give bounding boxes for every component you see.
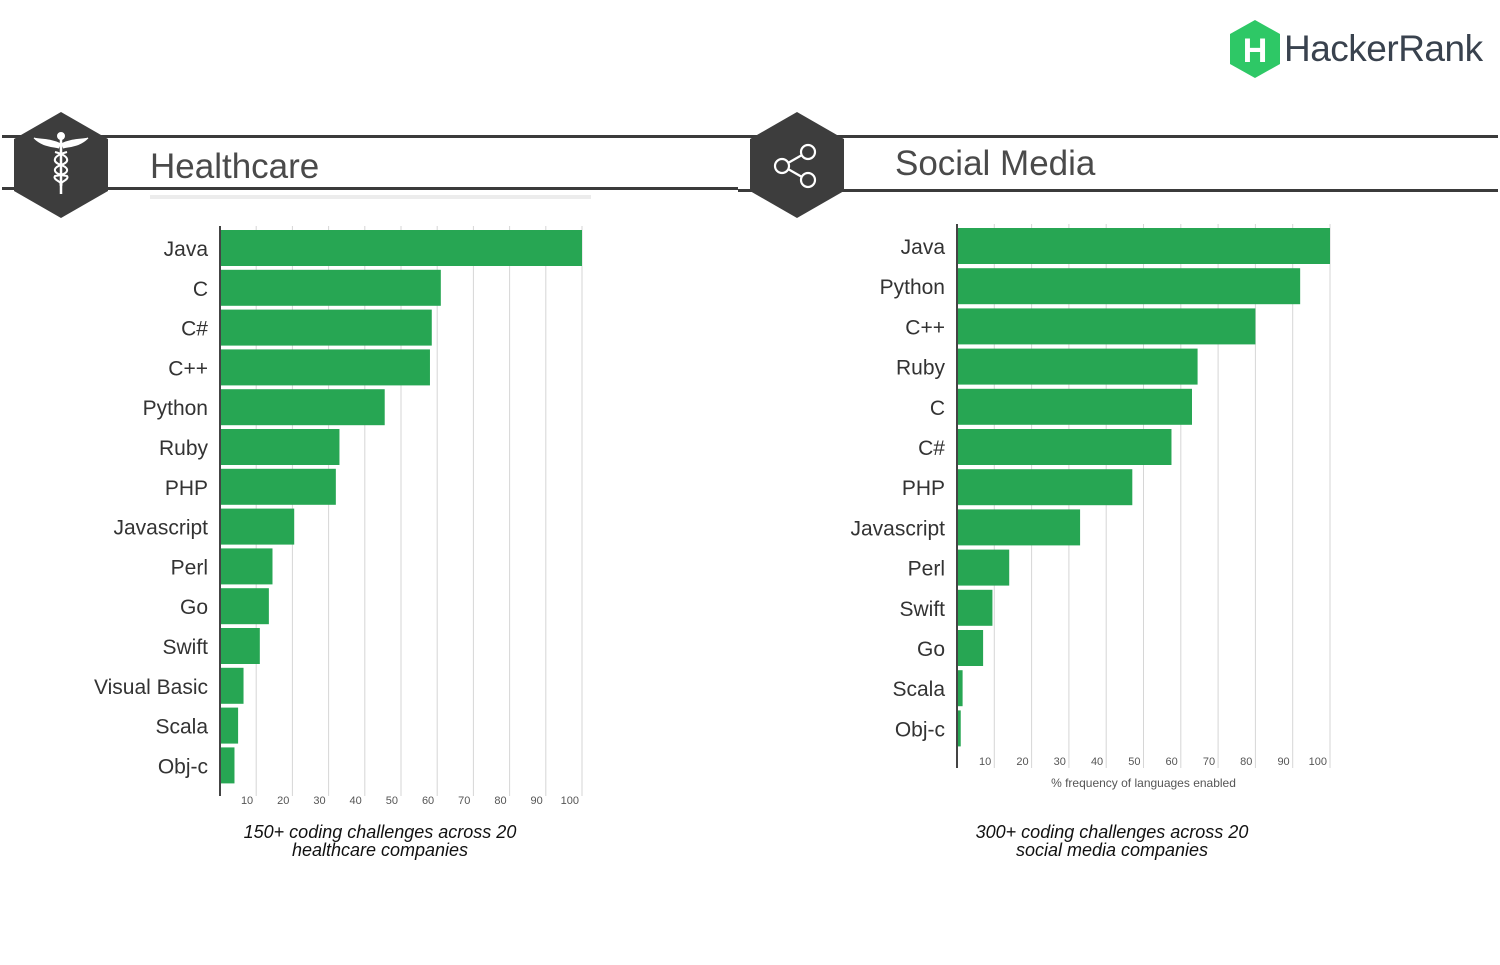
healthcare-category-label: Perl bbox=[171, 556, 208, 579]
social-media-tick-label: 60 bbox=[1166, 756, 1178, 768]
healthcare-category-label: PHP bbox=[165, 477, 208, 500]
healthcare-tick-label: 50 bbox=[386, 795, 398, 807]
healthcare-category-label: Go bbox=[180, 596, 208, 619]
healthcare-tick-label: 20 bbox=[277, 795, 289, 807]
healthcare-bar bbox=[221, 429, 340, 465]
healthcare-category-label: C bbox=[193, 278, 208, 301]
social-media-bar bbox=[958, 549, 1010, 586]
social-media-category-label: C++ bbox=[905, 316, 945, 339]
logo-letter: H bbox=[1243, 32, 1268, 70]
hackerrank-hexagon-icon bbox=[1230, 20, 1280, 78]
brand-name: HackerRank bbox=[1284, 28, 1483, 69]
healthcare-category-label: Ruby bbox=[159, 437, 209, 460]
healthcare-bar bbox=[221, 468, 336, 505]
healthcare-category-label: Scala bbox=[155, 716, 208, 739]
healthcare-tick-label: 100 bbox=[561, 795, 579, 807]
social-media-caption: 300+ coding challenges across 20 social … bbox=[932, 823, 1292, 859]
social-media-bar bbox=[958, 509, 1081, 546]
healthcare-bar bbox=[221, 389, 385, 426]
healthcare-category-label: C++ bbox=[168, 357, 208, 380]
healthcare-category-label: C# bbox=[181, 318, 208, 341]
healthcare-caption: 150+ coding challenges across 20 healthc… bbox=[200, 823, 560, 859]
healthcare-tick-label: 30 bbox=[313, 795, 325, 807]
healthcare-bar bbox=[221, 230, 582, 266]
healthcare-tick-label: 10 bbox=[241, 795, 253, 807]
social-media-bar-chart: Java Python C++ Ruby C C# PHP Javascript Perl Swi… bbox=[850, 224, 1331, 790]
social-media-bar bbox=[958, 429, 1172, 465]
healthcare-tick-label: 40 bbox=[350, 795, 362, 807]
healthcare-bar bbox=[221, 548, 273, 585]
healthcare-tick-label: 60 bbox=[422, 795, 434, 807]
social-media-category-label: C bbox=[930, 397, 945, 420]
social-media-hexagon bbox=[750, 112, 844, 218]
social-media-bar bbox=[958, 388, 1192, 425]
healthcare-bar-chart: Java C C# C++ Python Ruby PHP Javascript Perl Go S… bbox=[94, 226, 583, 807]
social-media-caption-line-2: social media companies bbox=[1015, 840, 1209, 860]
healthcare-bar bbox=[221, 667, 244, 704]
social-media-tick-label: 100 bbox=[1309, 756, 1327, 768]
social-media-tick-label: 50 bbox=[1128, 756, 1140, 768]
social-media-tick-label: 70 bbox=[1203, 756, 1215, 768]
social-media-category-label: Perl bbox=[908, 558, 945, 581]
healthcare-tick-label: 80 bbox=[494, 795, 506, 807]
social-media-bar bbox=[958, 589, 993, 626]
social-media-category-label: Python bbox=[880, 276, 945, 299]
social-media-bar bbox=[958, 469, 1133, 506]
healthcare-bar bbox=[221, 588, 269, 625]
social-media-bar bbox=[958, 670, 963, 707]
healthcare-bar bbox=[221, 508, 295, 545]
social-media-bar bbox=[958, 308, 1256, 345]
social-media-caption-line-1: 300+ coding challenges across 20 bbox=[975, 822, 1249, 842]
social-media-bar bbox=[958, 268, 1301, 305]
social-media-bar bbox=[958, 228, 1330, 264]
social-media-bar bbox=[958, 630, 984, 666]
healthcare-bar bbox=[221, 747, 235, 784]
social-media-category-label: Go bbox=[917, 638, 945, 661]
healthcare-category-label: Visual Basic bbox=[94, 676, 208, 699]
hackerrank-logo: H bbox=[1230, 20, 1280, 78]
social-media-tick-label: 80 bbox=[1240, 756, 1252, 768]
social-media-tick-label: 10 bbox=[979, 756, 991, 768]
healthcare-category-label: Java bbox=[164, 238, 209, 261]
social-media-x-axis-label: % frequency of languages enabled bbox=[1051, 776, 1236, 790]
healthcare-caption-line-1: 150+ coding challenges across 20 bbox=[243, 822, 517, 842]
social-media-tick-label: 30 bbox=[1054, 756, 1066, 768]
social-media-category-label: Javascript bbox=[850, 517, 945, 540]
social-media-category-label: Java bbox=[901, 236, 946, 259]
healthcare-category-label: Python bbox=[143, 397, 208, 420]
healthcare-title: Healthcare bbox=[150, 147, 320, 186]
social-media-tick-label: 90 bbox=[1277, 756, 1289, 768]
healthcare-bar bbox=[221, 707, 239, 744]
social-media-category-label: Obj-c bbox=[895, 718, 945, 741]
healthcare-category-label: Javascript bbox=[113, 517, 208, 540]
social-media-bar bbox=[958, 710, 961, 747]
healthcare-tick-label: 70 bbox=[458, 795, 470, 807]
social-media-title: Social Media bbox=[895, 144, 1096, 183]
social-media-category-label: C# bbox=[918, 437, 945, 460]
healthcare-hexagon bbox=[14, 112, 108, 218]
social-media-category-label: Ruby bbox=[896, 357, 946, 380]
healthcare-bar bbox=[221, 309, 432, 346]
social-media-tick-label: 20 bbox=[1016, 756, 1028, 768]
healthcare-caption-line-2: healthcare companies bbox=[291, 840, 469, 860]
caduceus-icon bbox=[33, 132, 89, 194]
share-icon bbox=[773, 143, 817, 189]
social-media-category-label: Scala bbox=[892, 678, 945, 701]
healthcare-category-label: Swift bbox=[162, 636, 208, 659]
healthcare-bar bbox=[221, 269, 441, 306]
healthcare-bar bbox=[221, 349, 430, 386]
social-media-bar bbox=[958, 348, 1198, 385]
healthcare-category-label: Obj-c bbox=[158, 755, 208, 778]
social-media-category-label: Swift bbox=[899, 598, 945, 621]
healthcare-tick-label: 90 bbox=[531, 795, 543, 807]
social-media-category-label: PHP bbox=[902, 477, 945, 500]
social-media-tick-label: 40 bbox=[1091, 756, 1103, 768]
healthcare-bar bbox=[221, 628, 260, 664]
